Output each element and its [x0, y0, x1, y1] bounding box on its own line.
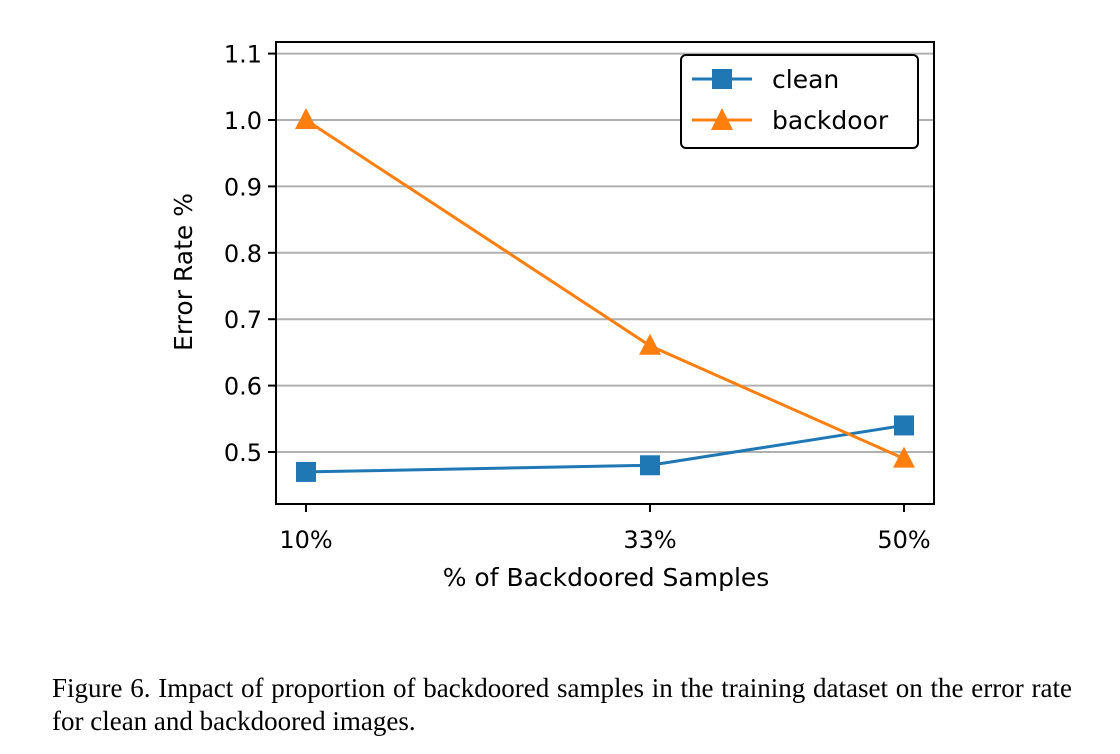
data-point-clean — [640, 455, 660, 476]
legend-marker-backdoor — [711, 108, 733, 130]
y-tick-label: 1.0 — [224, 107, 262, 135]
plot-frame — [275, 41, 935, 505]
data-point-backdoor — [893, 446, 915, 468]
data-point-clean — [894, 415, 914, 436]
x-tick-label: 33% — [623, 526, 676, 554]
series-line-clean — [305, 423, 905, 474]
x-tick-label: 10% — [279, 526, 332, 554]
y-tick-label: 0.7 — [224, 306, 262, 334]
y-tick-label: 0.5 — [224, 439, 262, 467]
line-chart: 0.5 0.6 0.7 0.8 0.9 1.0 1.1 10% 33% 50% % of Bac… — [169, 41, 935, 592]
figure-caption: Figure 6. Impact of proportion of backdo… — [52, 673, 1072, 736]
data-point-backdoor — [639, 333, 661, 355]
x-axis: 10% 33% 50% — [279, 504, 931, 554]
series-layer — [295, 108, 915, 482]
legend-label-clean: clean — [772, 65, 839, 94]
legend: clean backdoor — [680, 54, 919, 149]
legend-marker-clean — [712, 69, 732, 89]
data-point-backdoor — [295, 108, 317, 129]
x-tick-label: 50% — [877, 526, 930, 554]
gridlines — [276, 52, 934, 453]
y-axis: 0.5 0.6 0.7 0.8 0.9 1.0 1.1 — [224, 41, 276, 467]
data-point-clean — [296, 461, 316, 482]
x-axis-title: % of Backdoored Samples — [443, 563, 770, 592]
legend-label-backdoor: backdoor — [772, 106, 889, 135]
y-axis-title: Error Rate % — [169, 193, 198, 351]
y-tick-label: 1.1 — [224, 41, 262, 69]
series-line-backdoor — [305, 118, 905, 461]
y-tick-label: 0.8 — [224, 240, 262, 268]
y-tick-label: 0.6 — [224, 373, 262, 401]
y-tick-label: 0.9 — [224, 173, 262, 201]
